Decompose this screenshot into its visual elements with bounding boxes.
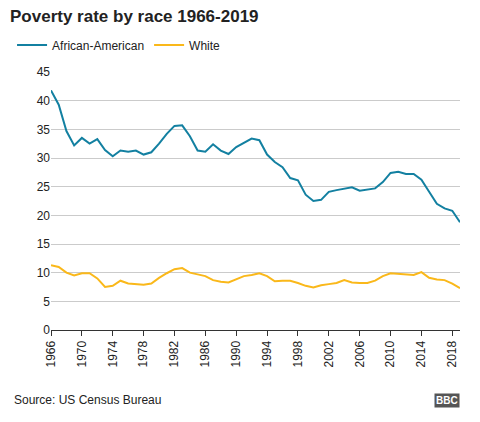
- svg-text:2006: 2006: [353, 340, 367, 367]
- svg-text:1998: 1998: [291, 340, 305, 367]
- svg-text:1982: 1982: [167, 340, 181, 367]
- svg-text:1970: 1970: [75, 340, 89, 367]
- svg-text:Source: US Census Bureau: Source: US Census Bureau: [14, 393, 161, 407]
- svg-text:5: 5: [43, 295, 50, 309]
- svg-text:2010: 2010: [383, 340, 397, 367]
- svg-text:Poverty rate by race 1966-2019: Poverty rate by race 1966-2019: [10, 7, 259, 26]
- svg-text:1966: 1966: [44, 340, 58, 367]
- svg-text:BBC: BBC: [436, 395, 458, 406]
- svg-text:10: 10: [37, 266, 51, 280]
- svg-text:1994: 1994: [260, 340, 274, 367]
- svg-text:1986: 1986: [198, 340, 212, 367]
- svg-text:15: 15: [37, 237, 51, 251]
- svg-text:25: 25: [37, 180, 51, 194]
- svg-text:35: 35: [37, 123, 51, 137]
- svg-text:20: 20: [37, 209, 51, 223]
- svg-text:2018: 2018: [445, 340, 459, 367]
- svg-text:1990: 1990: [229, 340, 243, 367]
- svg-text:0: 0: [43, 323, 50, 337]
- svg-text:40: 40: [37, 94, 51, 108]
- svg-text:1978: 1978: [137, 340, 151, 367]
- svg-text:White: White: [189, 39, 220, 53]
- svg-text:2014: 2014: [414, 340, 428, 367]
- svg-text:45: 45: [37, 65, 51, 79]
- svg-text:African-American: African-American: [52, 39, 144, 53]
- svg-text:2002: 2002: [322, 340, 336, 367]
- svg-text:1974: 1974: [106, 340, 120, 367]
- svg-text:30: 30: [37, 151, 51, 165]
